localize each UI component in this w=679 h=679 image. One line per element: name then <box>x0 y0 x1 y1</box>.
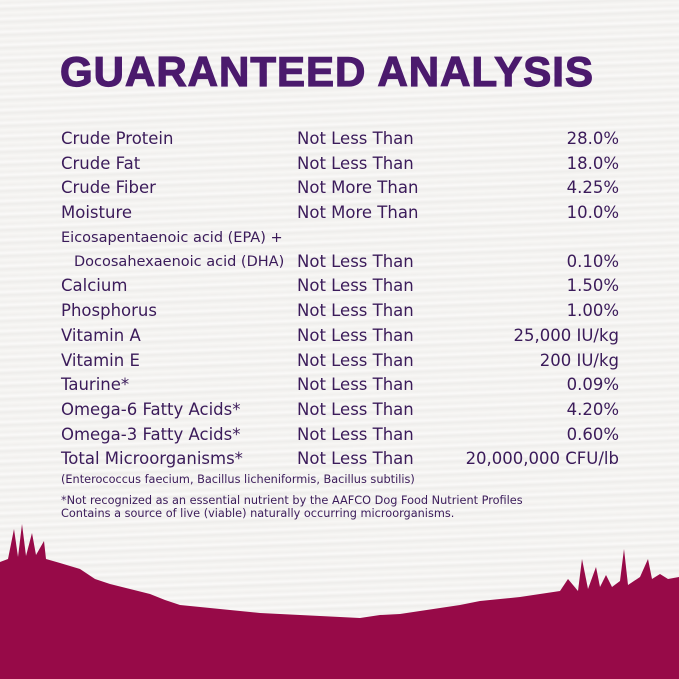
qualifier: Not More Than <box>297 203 419 223</box>
value: 28.0% <box>566 129 619 148</box>
table-row-epa-line1: Eicosapentaenoic acid (EPA) + <box>61 227 619 251</box>
qualifier: Not Less Than <box>297 325 414 345</box>
table-row: Docosahexaenoic acid (DHA) Not Less Than 0… <box>61 251 619 276</box>
page-title: GUARANTEED ANALYSIS <box>59 47 594 95</box>
table-row: Phosphorus Not Less Than 1.00% <box>61 300 619 325</box>
table-row: Vitamin A Not Less Than 25,000 IU/kg <box>61 325 619 350</box>
value: 10.0% <box>566 203 619 223</box>
table-row: Taurine* Not Less Than 0.09% <box>61 374 619 399</box>
value: 1.00% <box>566 301 619 321</box>
nutrient-name: Crude Fiber <box>61 178 156 198</box>
qualifier: Not Less Than <box>297 350 414 370</box>
nutrient-name: Crude Protein <box>61 129 174 148</box>
table-row: Crude Fiber Not More Than 4.25% <box>61 177 619 202</box>
table-row: Total Microorganisms* Not Less Than 20,000… <box>61 448 619 473</box>
nutrient-name: Calcium <box>61 276 128 296</box>
table-row: Moisture Not More Than 10.0% <box>61 202 619 227</box>
analysis-table: Crude Protein Not Less Than 28.0% Crude Fa… <box>61 128 619 473</box>
grass-hill-graphic <box>0 524 679 679</box>
qualifier: Not Less Than <box>297 251 414 271</box>
nutrient-name: Moisture <box>61 203 133 223</box>
value: 25,000 IU/kg <box>513 325 619 345</box>
qualifier: Not Less Than <box>297 129 414 148</box>
nutrient-name: Vitamin A <box>61 325 141 345</box>
qualifier: Not Less Than <box>297 399 414 419</box>
value: 1.50% <box>566 276 619 296</box>
qualifier: Not Less Than <box>297 276 414 296</box>
table-row: Omega-6 Fatty Acids* Not Less Than 4.20% <box>61 399 619 424</box>
value: 4.25% <box>566 178 619 198</box>
nutrient-name: Omega-3 Fatty Acids* <box>61 424 241 444</box>
nutrient-name: Docosahexaenoic acid (DHA) <box>74 253 285 270</box>
nutrient-name: Total Microorganisms* <box>61 449 243 469</box>
microorganisms-note: (Enterococcus faecium, Bacillus lichenif… <box>61 473 415 486</box>
qualifier: Not Less Than <box>297 375 414 395</box>
footnote-live-microorganisms: Contains a source of live (viable) natur… <box>61 507 455 520</box>
value: 4.20% <box>566 399 619 419</box>
qualifier: Not More Than <box>297 178 419 198</box>
table-row: Omega-3 Fatty Acids* Not Less Than 0.60% <box>61 424 619 449</box>
value: 20,000,000 CFU/lb <box>465 449 619 469</box>
nutrient-name: Omega-6 Fatty Acids* <box>61 399 241 419</box>
value: 0.09% <box>566 375 619 395</box>
value: 18.0% <box>566 153 619 173</box>
qualifier: Not Less Than <box>297 424 414 444</box>
nutrient-name-line1: Eicosapentaenoic acid (EPA) + <box>61 229 283 246</box>
table-row: Vitamin E Not Less Than 200 IU/kg <box>61 350 619 375</box>
value: 0.10% <box>566 251 619 271</box>
table-row: Crude Protein Not Less Than 28.0% <box>61 128 619 153</box>
qualifier: Not Less Than <box>297 301 414 321</box>
value: 200 IU/kg <box>539 350 619 370</box>
table-row: Crude Fat Not Less Than 18.0% <box>61 153 619 178</box>
table-row: Calcium Not Less Than 1.50% <box>61 275 619 300</box>
qualifier: Not Less Than <box>297 153 414 173</box>
nutrient-name: Crude Fat <box>61 153 141 173</box>
value: 0.60% <box>566 424 619 444</box>
nutrient-name: Phosphorus <box>61 301 157 321</box>
footnote-aafco: *Not recognized as an essential nutrient… <box>61 494 523 507</box>
nutrient-name: Taurine* <box>61 375 130 395</box>
nutrient-name: Vitamin E <box>61 350 140 370</box>
qualifier: Not Less Than <box>297 449 414 469</box>
